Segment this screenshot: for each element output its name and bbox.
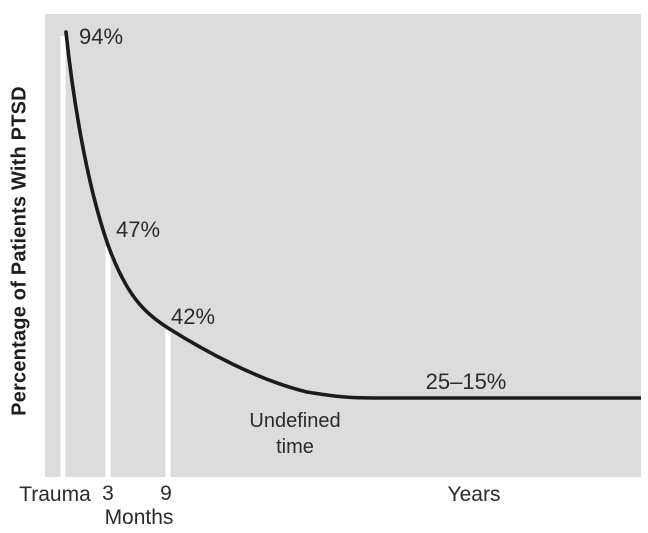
- data-label-9months-42: 42%: [170, 304, 216, 329]
- x-tick-trauma: Trauma: [19, 483, 91, 506]
- x-tick-9: 9: [160, 482, 172, 505]
- data-label-trauma-94: 94%: [78, 24, 124, 49]
- x-axis-unit-years: Years: [447, 483, 501, 506]
- x-tick-3: 3: [102, 482, 114, 505]
- plot-area: 94% 47% 42% 25–15% Undefined time: [45, 14, 641, 477]
- y-axis-label: Percentage of Patients With PTSD: [8, 86, 31, 416]
- annotation-line-2: time: [276, 436, 314, 458]
- decay-curve-svg: [60, 30, 641, 477]
- annotation-line-1: Undefined: [249, 410, 341, 432]
- data-label-plateau-25-15: 25–15%: [425, 369, 507, 394]
- ptsd-decay-curve: [64, 30, 641, 400]
- annotation-undefined-time: Undefined time: [249, 408, 340, 460]
- data-label-3months-47: 47%: [115, 217, 161, 242]
- x-axis-unit-months: Months: [104, 506, 174, 529]
